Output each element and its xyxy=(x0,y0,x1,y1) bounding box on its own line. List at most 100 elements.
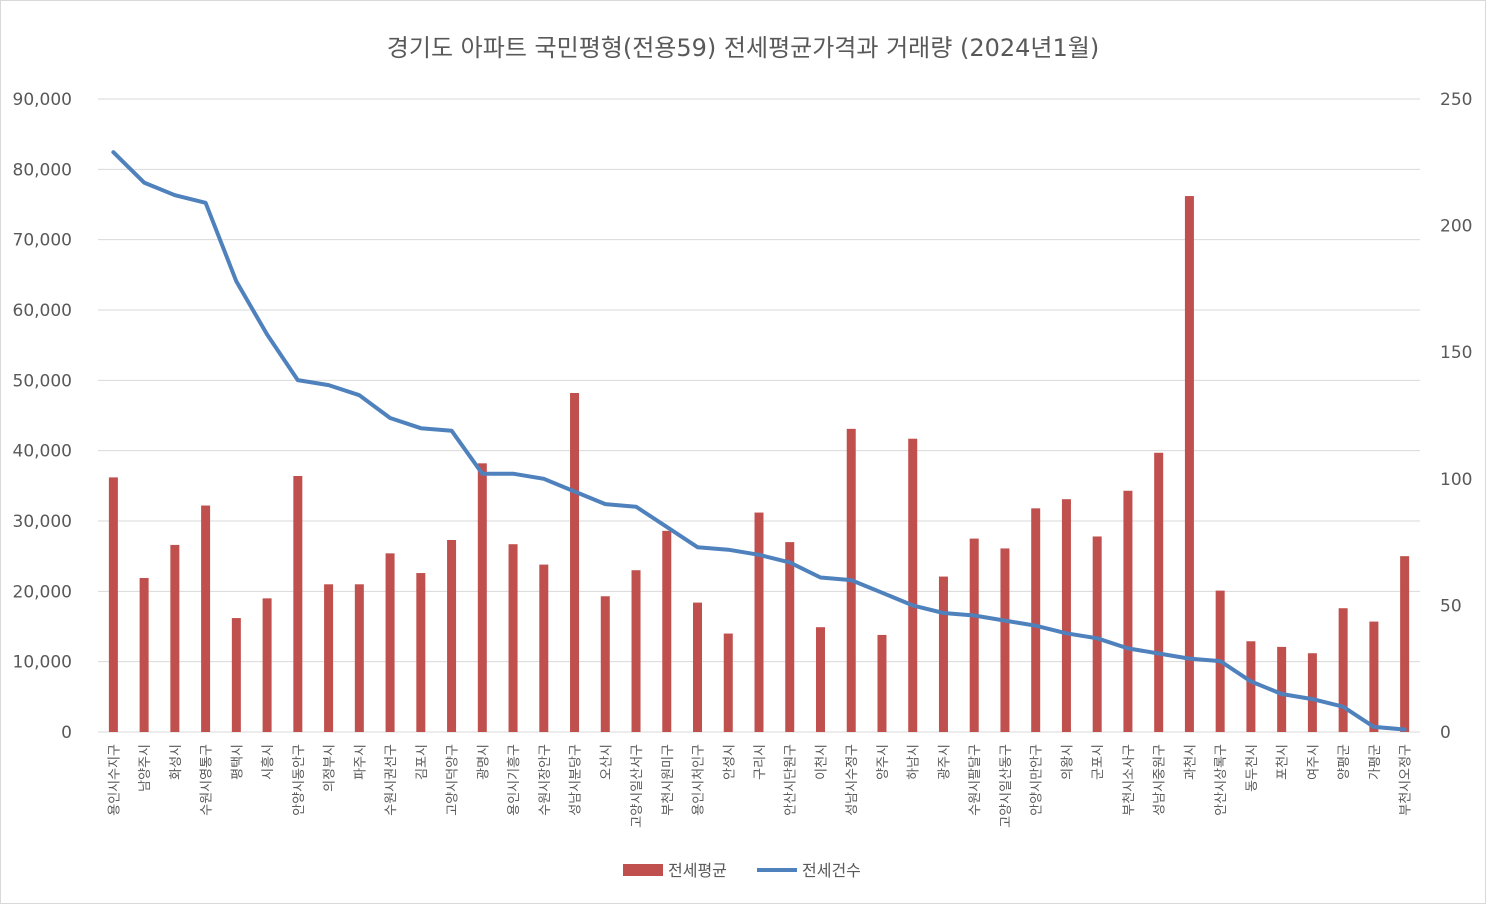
category-label: 하남시 xyxy=(907,744,922,780)
bar xyxy=(539,564,549,732)
category-label: 포천시 xyxy=(1276,744,1291,780)
gridlines xyxy=(98,98,1420,733)
category-labels: 용인시수지구 남양주시 화성시 수원시영통구 평택시 시흥시 안양시동안구 의정부시 파주시 수원… xyxy=(107,744,1413,828)
bar xyxy=(815,627,825,732)
category-label: 성남시수정구 xyxy=(845,744,860,816)
bar xyxy=(600,596,610,732)
line-point xyxy=(204,201,208,205)
line-point xyxy=(726,548,730,552)
bar xyxy=(1369,621,1379,732)
left-axis-tick-label: 80,000 xyxy=(13,160,72,180)
bar xyxy=(293,475,303,732)
category-label: 과천시 xyxy=(1183,744,1198,780)
bar xyxy=(108,477,118,732)
bar xyxy=(877,634,887,732)
category-label: 수원시장안구 xyxy=(538,744,553,816)
line-point xyxy=(542,477,546,481)
left-axis-tick-label: 90,000 xyxy=(13,90,72,110)
category-label: 양평군 xyxy=(1337,744,1352,780)
line-point xyxy=(1064,631,1068,635)
line-point xyxy=(111,150,115,154)
line-point xyxy=(1341,705,1345,709)
category-label: 수원시팔달구 xyxy=(968,744,983,816)
category-label: 여주시 xyxy=(1306,744,1321,780)
right-axis-tick-label: 250 xyxy=(1440,90,1472,110)
category-label: 파주시 xyxy=(353,744,368,780)
category-label: 안양시동안구 xyxy=(292,744,307,816)
category-label: 안산시상록구 xyxy=(1214,744,1229,816)
bar xyxy=(1246,641,1256,732)
category-label: 고양시덕양구 xyxy=(446,744,461,816)
line-point xyxy=(1403,727,1407,731)
legend-label-bar: 전세평균 xyxy=(668,861,727,880)
category-label: 수원시권선구 xyxy=(384,744,399,816)
line-point xyxy=(634,505,638,509)
bar xyxy=(170,544,180,732)
line-point xyxy=(511,472,515,476)
line-point xyxy=(1034,624,1038,628)
legend: 전세평균 전세건수 xyxy=(623,861,861,880)
bar xyxy=(1184,196,1194,732)
category-label: 성남시분당구 xyxy=(569,744,584,816)
right-axis-tick-label: 200 xyxy=(1440,217,1472,237)
left-axis-tick-label: 50,000 xyxy=(13,371,72,391)
category-label: 고양시일산동구 xyxy=(999,744,1014,828)
bar xyxy=(1277,646,1287,732)
category-label: 동두천시 xyxy=(1245,744,1260,792)
bar xyxy=(570,392,580,732)
line-point xyxy=(1372,725,1376,729)
line-point xyxy=(388,416,392,420)
line-point xyxy=(450,429,454,433)
line-point xyxy=(941,611,945,615)
line-point xyxy=(142,181,146,185)
bar xyxy=(1031,508,1041,732)
bar xyxy=(785,542,795,732)
right-axis-tick-label: 100 xyxy=(1440,470,1472,490)
line-series xyxy=(111,150,1407,732)
category-label: 김포시 xyxy=(415,744,430,780)
bar-series xyxy=(108,196,1410,732)
category-label: 양주시 xyxy=(876,744,891,780)
category-label: 구리시 xyxy=(753,744,768,780)
category-label: 화성시 xyxy=(169,744,184,780)
category-label: 용인시기흥구 xyxy=(507,744,522,816)
left-axis: 0 10,000 20,000 30,000 40,000 50,000 60,000 70,… xyxy=(13,90,72,743)
line-point xyxy=(173,193,177,197)
bar xyxy=(1061,499,1071,732)
category-label: 안성시 xyxy=(722,744,737,780)
right-axis-tick-label: 50 xyxy=(1440,596,1462,616)
line-point xyxy=(818,576,822,580)
category-label: 부천시원미구 xyxy=(661,744,676,816)
left-axis-tick-label: 20,000 xyxy=(13,582,72,602)
line-point xyxy=(573,489,577,493)
bar xyxy=(938,576,948,732)
category-label: 광명시 xyxy=(476,744,491,780)
line-point xyxy=(480,472,484,476)
left-axis-tick-label: 30,000 xyxy=(13,512,72,532)
category-label: 남양주시 xyxy=(138,744,153,792)
bar xyxy=(262,598,272,732)
left-axis-tick-label: 40,000 xyxy=(13,442,72,462)
bar xyxy=(416,573,426,732)
category-label: 안산시단원구 xyxy=(784,744,799,816)
chart-title: 경기도 아파트 국민평형(전용59) 전세평균가격과 거래량 (2024년1월) xyxy=(387,34,1099,62)
line-point xyxy=(357,393,361,397)
line-point xyxy=(1187,657,1191,661)
line-point xyxy=(234,279,238,283)
bar xyxy=(201,505,211,732)
line-point xyxy=(788,560,792,564)
legend-swatch-bar xyxy=(623,864,663,876)
line-point xyxy=(1157,652,1161,656)
line-point xyxy=(972,614,976,618)
category-label: 평택시 xyxy=(230,744,245,780)
bar xyxy=(969,538,979,732)
left-axis-tick-label: 60,000 xyxy=(13,301,72,321)
bar xyxy=(477,463,487,732)
bar xyxy=(354,584,364,732)
bar xyxy=(754,512,764,732)
line-point xyxy=(296,378,300,382)
category-label: 군포시 xyxy=(1091,744,1106,780)
line-point xyxy=(419,426,423,430)
